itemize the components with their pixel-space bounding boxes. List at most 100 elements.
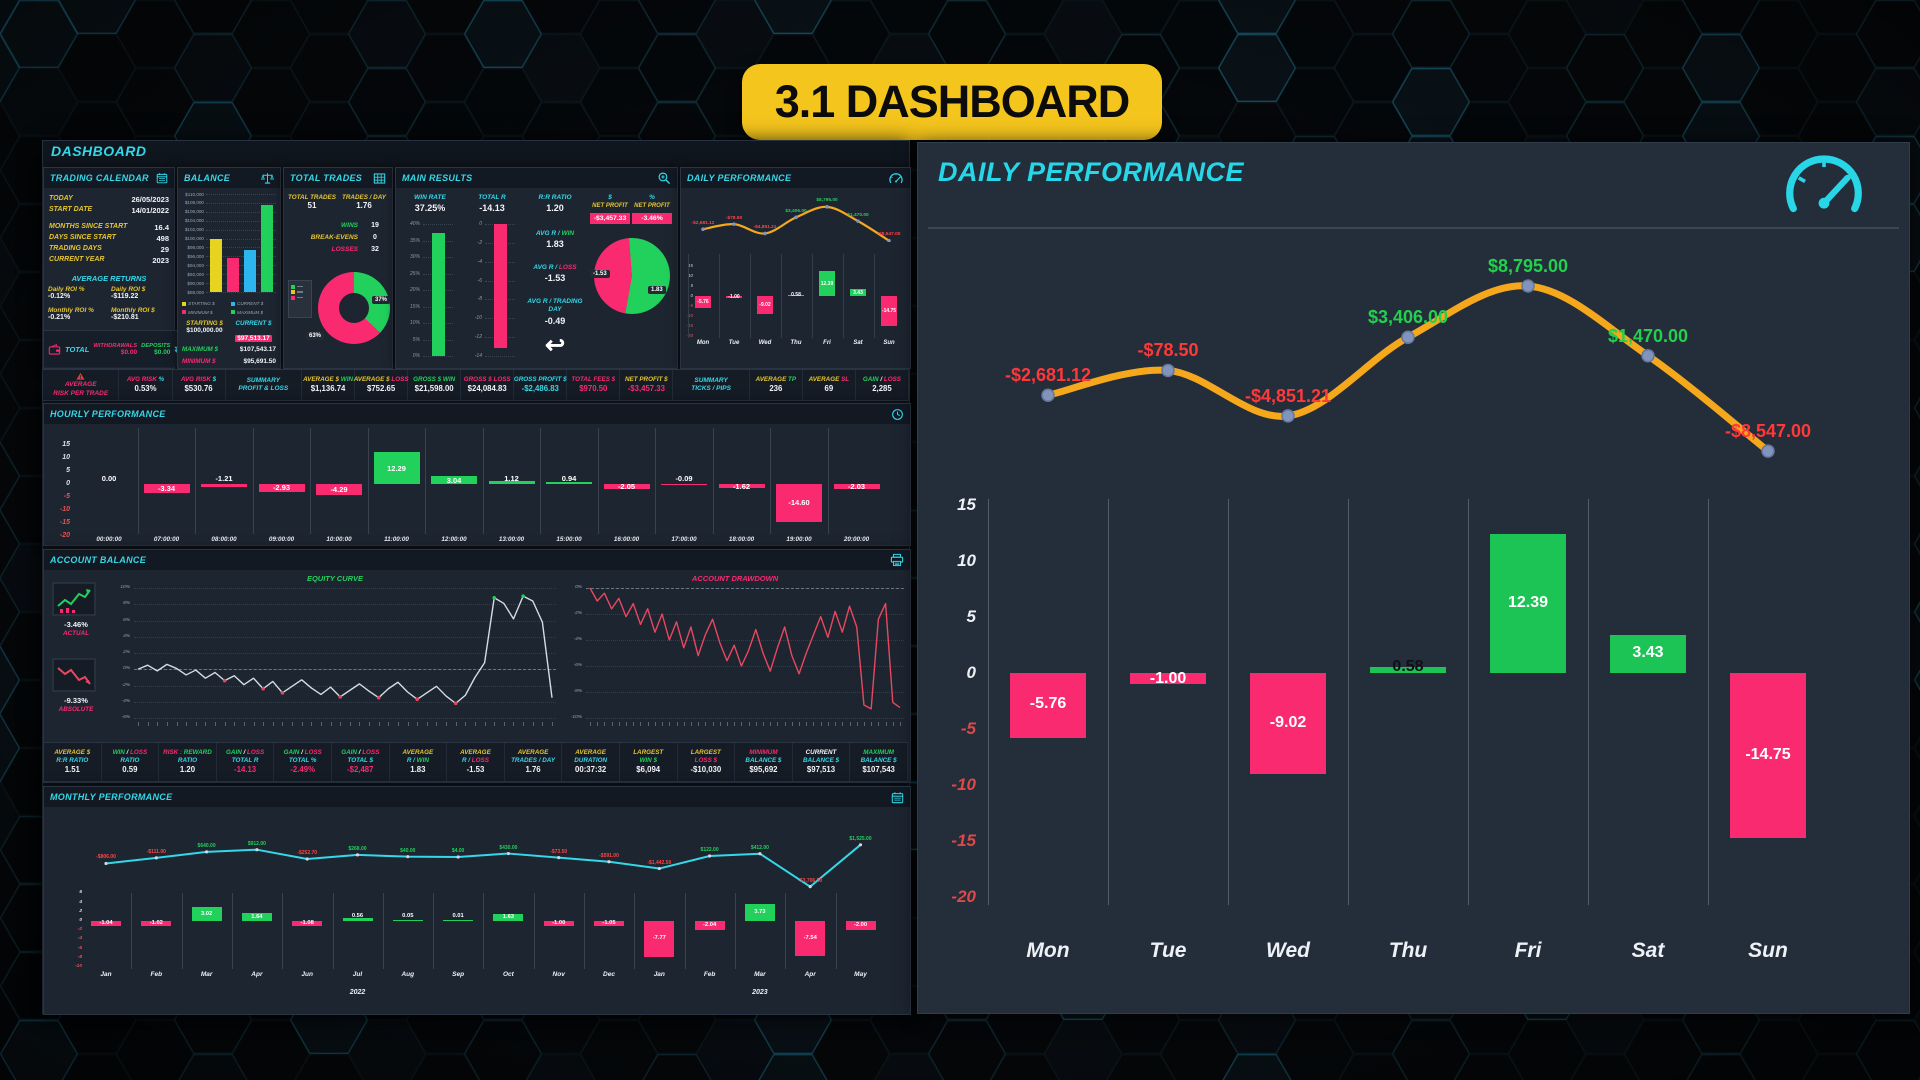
- account-drawdown-chart-xtick: [590, 722, 591, 726]
- account-drawdown-chart-xtick: [784, 722, 786, 726]
- legend-label: MINIMUM $: [188, 309, 213, 315]
- legend-swatch: [231, 310, 235, 315]
- mini-line-label: -$4,851.21: [753, 224, 777, 230]
- label-part: AVERAGE $: [303, 376, 341, 384]
- summary-cell-sublabel: BALANCE $: [745, 757, 781, 765]
- summary-cell-value: $970.50: [579, 384, 608, 394]
- scale-icon[interactable]: [261, 172, 274, 185]
- summary-cell: MAXIMUM BALANCE $ $107,543: [850, 743, 908, 781]
- mini-line-chart: -$2,681.12 -$78.50 -$4,851.21 $3,406.00 $8,7…: [683, 190, 908, 242]
- speedometer-icon[interactable]: [888, 172, 904, 185]
- label-part: WIN $: [639, 757, 657, 765]
- equity-curve-chart-ytick: -2%: [121, 682, 130, 688]
- summary-cell-value: -2.49%: [290, 764, 316, 774]
- daily-ytick: 5: [966, 607, 976, 626]
- summary-cell: AVG RISK % 0.53%: [119, 370, 173, 400]
- equity-curve-chart-xtick: [263, 722, 265, 726]
- label-part: TRADES / DAY: [511, 757, 556, 765]
- legend-tick: [297, 285, 303, 288]
- clock-icon[interactable]: [891, 408, 904, 421]
- legend-label: STARTING $: [188, 301, 215, 307]
- hourly-separator: [425, 428, 427, 534]
- gauge-tick: -10: [474, 315, 482, 322]
- gauge-tick: -14: [474, 353, 482, 359]
- label-part: LOSS: [391, 376, 409, 384]
- hourly-xtick: 13:00:00: [498, 536, 525, 543]
- hourly-separator: [252, 428, 254, 534]
- monthly-line-label: -$591.00: [599, 852, 619, 859]
- balance-stat-label: CURRENT $: [235, 320, 272, 327]
- monthly-ytick: 2: [79, 908, 82, 914]
- hourly-xtick: 07:00:00: [153, 536, 180, 543]
- label-part: TOTAL $: [347, 757, 374, 765]
- table-icon[interactable]: [373, 172, 386, 185]
- summary-cell-value: $107,543: [862, 764, 895, 774]
- monthly-bar-label: -1.08: [300, 919, 314, 926]
- mini-bar-label: -9.02: [759, 302, 771, 309]
- legend-label: MAXIMUM $: [237, 309, 264, 315]
- account-drawdown-chart-xtick: [690, 722, 692, 726]
- mini-bar-label: -1.00: [728, 294, 740, 300]
- summary-cell-label: WIN / LOSS: [113, 749, 148, 757]
- calendar-rows: TODAY 26/05/2023 START DATE 14/01/2022 MONTH…: [44, 194, 174, 270]
- account-drawdown-chart-title: ACCOUNT DRAWDOWN: [691, 574, 779, 583]
- monthly-xtick: Jun: [301, 971, 313, 978]
- legend-swatch: [291, 284, 295, 289]
- calendar-icon[interactable]: [156, 172, 168, 184]
- label-part: WIN: [561, 230, 575, 237]
- monthly-xtick: Jul: [352, 971, 363, 978]
- balance-stat-value: $107,543.17: [239, 346, 276, 353]
- equity-curve-chart-xtick: [224, 722, 226, 726]
- summary-cell-sublabel: TOTAL R: [232, 757, 259, 765]
- monthly-ytick: -2: [77, 927, 82, 933]
- avg-returns-value: -$210.81: [111, 314, 139, 321]
- summary-cell-value: -$3,457.33: [627, 384, 665, 394]
- printer-icon[interactable]: [890, 553, 904, 567]
- zoom-icon[interactable]: [657, 171, 671, 185]
- gauge-tick: -8: [477, 296, 482, 303]
- mini-bar-label: -14.75: [881, 307, 897, 314]
- summary-cell-sublabel: R / WIN: [407, 757, 429, 765]
- hourly-bar-label: -14.60: [788, 498, 810, 508]
- summary-cell-value: 1.51: [64, 764, 80, 774]
- hourly-ytick: 10: [62, 454, 70, 461]
- summary-cell-sublabel: R:R RATIO: [56, 757, 88, 765]
- monthly-line-label: -$73.50: [550, 848, 568, 855]
- mini-line-label: -$8,547.00: [877, 232, 901, 238]
- summary-cell: GROSS $ LOSS $24,084.83: [461, 370, 515, 400]
- summary-cell: GAIN / LOSS TOTAL $ -$2,487: [332, 743, 390, 781]
- hourly-separator: [540, 428, 542, 534]
- monthly-xtick: Aug: [401, 971, 415, 978]
- hourly-separator: [137, 428, 139, 534]
- daily-xtick: Thu: [1388, 939, 1428, 962]
- hourly-bar-label: -2.05: [617, 482, 636, 492]
- label-part: TOTAL FEES $: [571, 376, 616, 384]
- balance-ytick: $96,000: [187, 253, 204, 259]
- equity-curve-chart-xtick: [195, 722, 197, 726]
- equity-curve-chart-xtick: [513, 722, 515, 726]
- summary-cell-value: $1,136.74: [310, 384, 346, 394]
- balance-panel: BALANCE $110,000 $108,000 $106,000 $104,000 $…: [177, 167, 281, 369]
- summary-cell-label: AVERAGE $: [54, 749, 90, 757]
- total-trades-panel: TOTAL TRADES TOTAL TRADES 51 TRADES / DAY 1.…: [283, 167, 393, 369]
- actual-value: -3.46%: [64, 620, 88, 629]
- equity-curve-chart-xtick: [311, 722, 313, 726]
- legend-tick: [297, 296, 303, 299]
- daily-xtick: Fri: [1514, 939, 1542, 962]
- be-value: 0: [373, 234, 377, 241]
- equity-curve-chart-ytick: 4%: [123, 633, 130, 639]
- calendar-field-label: CURRENT YEAR: [49, 256, 105, 263]
- daily-bar-label: -1.00: [1149, 670, 1187, 687]
- summary-cell-label: GROSS $ WIN: [413, 376, 455, 384]
- calendar-field-value: 498: [156, 234, 169, 243]
- mini-separator: [718, 254, 720, 338]
- monthly-xtick: Oct: [502, 971, 514, 978]
- summary-cell-label: AVERAGE: [460, 749, 491, 757]
- account-drawdown-chart-xtick: [820, 722, 822, 726]
- monthly-calendar-icon[interactable]: [891, 791, 904, 804]
- label-part: AVG RISK: [180, 376, 213, 384]
- monthly-separator: [785, 893, 787, 969]
- equity-curve-chart-xtick: [388, 722, 390, 726]
- summary-cell-value: $752.65: [367, 384, 396, 394]
- daily-performance-mini-panel: DAILY PERFORMANCE -$2,681.12 -$78.50 -$4,85…: [680, 167, 911, 369]
